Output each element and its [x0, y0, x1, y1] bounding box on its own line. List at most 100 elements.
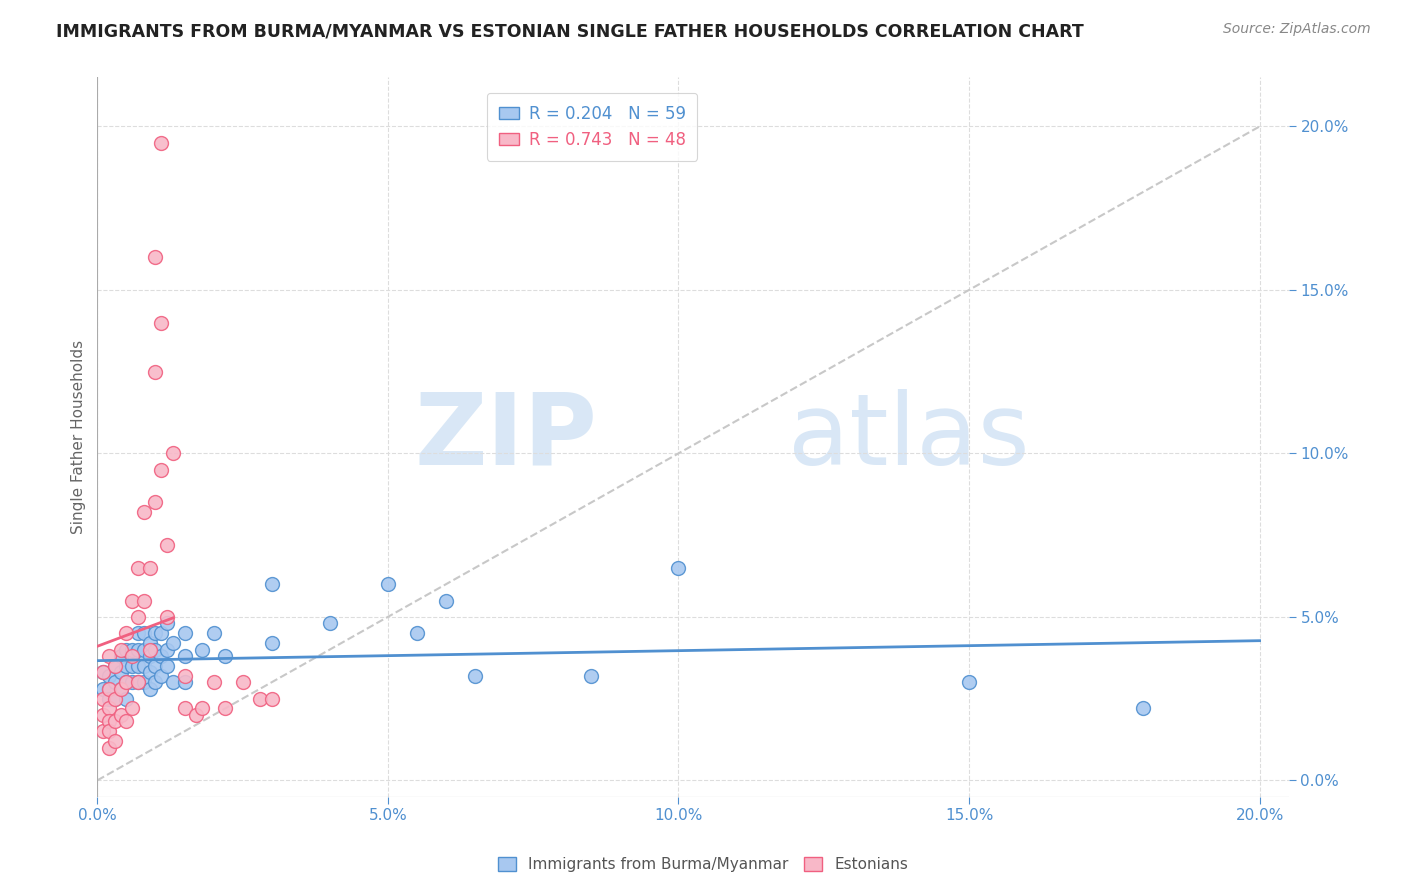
Point: [319, 616, 342, 631]
Point: [156, 538, 179, 552]
Point: [150, 316, 173, 330]
Point: [91, 724, 114, 739]
Legend: R = 0.204   N = 59, R = 0.743   N = 48: R = 0.204 N = 59, R = 0.743 N = 48: [486, 93, 697, 161]
Point: [115, 642, 138, 657]
Point: [127, 675, 149, 690]
Point: [145, 495, 167, 509]
Point: [115, 626, 138, 640]
Point: [127, 659, 149, 673]
Point: [156, 610, 179, 624]
Point: [104, 691, 127, 706]
Point: [98, 669, 121, 683]
Point: [202, 675, 225, 690]
Point: [406, 626, 429, 640]
Point: [110, 649, 132, 664]
Point: [104, 734, 127, 748]
Point: [127, 626, 149, 640]
Point: [214, 649, 236, 664]
Point: [91, 691, 114, 706]
Text: atlas: atlas: [789, 389, 1031, 485]
Point: [121, 675, 143, 690]
Point: [110, 708, 132, 723]
Point: [91, 665, 114, 680]
Point: [138, 665, 160, 680]
Point: [377, 577, 399, 591]
Point: [150, 463, 173, 477]
Point: [145, 675, 167, 690]
Point: [668, 561, 690, 575]
Text: Source: ZipAtlas.com: Source: ZipAtlas.com: [1223, 22, 1371, 37]
Point: [249, 691, 271, 706]
Point: [98, 740, 121, 755]
Point: [98, 691, 121, 706]
Y-axis label: Single Father Households: Single Father Households: [72, 340, 86, 534]
Point: [173, 669, 195, 683]
Point: [115, 675, 138, 690]
Point: [121, 701, 143, 715]
Point: [121, 642, 143, 657]
Point: [150, 669, 173, 683]
Text: ZIP: ZIP: [415, 389, 598, 485]
Point: [98, 681, 121, 696]
Point: [138, 681, 160, 696]
Point: [156, 616, 179, 631]
Point: [98, 724, 121, 739]
Point: [132, 593, 155, 607]
Point: [110, 681, 132, 696]
Point: [150, 626, 173, 640]
Point: [260, 691, 283, 706]
Point: [464, 669, 486, 683]
Legend: Immigrants from Burma/Myanmar, Estonians: Immigrants from Burma/Myanmar, Estonians: [491, 849, 915, 880]
Point: [232, 675, 254, 690]
Point: [104, 675, 127, 690]
Point: [138, 642, 160, 657]
Point: [110, 665, 132, 680]
Point: [145, 659, 167, 673]
Point: [98, 701, 121, 715]
Point: [191, 701, 214, 715]
Point: [98, 714, 121, 729]
Point: [121, 649, 143, 664]
Point: [191, 642, 214, 657]
Point: [127, 561, 149, 575]
Point: [98, 649, 121, 664]
Point: [173, 626, 195, 640]
Point: [104, 659, 127, 673]
Point: [132, 505, 155, 519]
Point: [121, 593, 143, 607]
Point: [138, 649, 160, 664]
Point: [138, 561, 160, 575]
Point: [145, 250, 167, 264]
Point: [98, 681, 121, 696]
Point: [202, 626, 225, 640]
Point: [127, 675, 149, 690]
Point: [115, 691, 138, 706]
Point: [104, 659, 127, 673]
Point: [173, 649, 195, 664]
Point: [104, 691, 127, 706]
Point: [145, 642, 167, 657]
Point: [214, 701, 236, 715]
Point: [132, 659, 155, 673]
Point: [145, 626, 167, 640]
Point: [156, 659, 179, 673]
Point: [115, 675, 138, 690]
Point: [162, 446, 184, 460]
Point: [145, 365, 167, 379]
Point: [115, 659, 138, 673]
Point: [91, 681, 114, 696]
Point: [91, 708, 114, 723]
Point: [162, 636, 184, 650]
Point: [434, 593, 457, 607]
Point: [581, 669, 603, 683]
Point: [173, 701, 195, 715]
Point: [150, 136, 173, 150]
Point: [150, 649, 173, 664]
Point: [260, 636, 283, 650]
Point: [127, 642, 149, 657]
Point: [91, 665, 114, 680]
Text: IMMIGRANTS FROM BURMA/MYANMAR VS ESTONIAN SINGLE FATHER HOUSEHOLDS CORRELATION C: IMMIGRANTS FROM BURMA/MYANMAR VS ESTONIA…: [56, 22, 1084, 40]
Point: [115, 714, 138, 729]
Point: [110, 642, 132, 657]
Point: [132, 642, 155, 657]
